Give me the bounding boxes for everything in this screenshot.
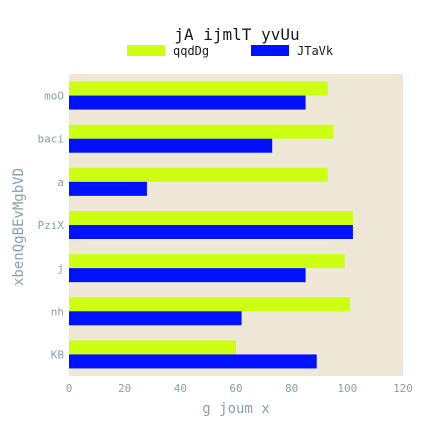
bar-JTaVk-moO — [69, 95, 306, 110]
x-tick-label: 20 — [118, 382, 131, 395]
x-tick-label: 60 — [229, 382, 242, 395]
y-tick-label: KB — [51, 348, 65, 361]
bar-JTaVk-PziX — [69, 225, 353, 239]
bar-qqdDg-KB — [69, 340, 236, 355]
bar-JTaVk-nh — [69, 311, 242, 326]
legend-swatch-qqdDg — [127, 45, 165, 56]
bar-JTaVk-baci — [69, 138, 273, 153]
bar-JTaVk-a — [69, 181, 147, 196]
y-tick-label: baci — [38, 133, 65, 146]
legend-label-JTaVk: JTaVk — [297, 44, 334, 58]
x-tick-label: 40 — [174, 382, 187, 395]
y-tick-label: j — [57, 262, 64, 275]
legend-swatch-JTaVk — [251, 45, 289, 56]
bar-qqdDg-a — [69, 167, 328, 182]
legend: qqdDg JTaVk — [127, 44, 334, 58]
bars-group — [69, 81, 353, 369]
x-tick-label: 80 — [285, 382, 298, 395]
y-axis-label: xbenQgBEvMgbVD — [11, 168, 27, 286]
bar-JTaVk-KB — [69, 354, 317, 369]
x-tick-labels: 0 20 40 60 80 100 120 — [66, 382, 413, 395]
y-tick-label: moO — [44, 90, 64, 103]
bar-JTaVk-j — [69, 268, 306, 283]
x-tick-label: 100 — [337, 382, 357, 395]
y-tick-label: a — [57, 176, 64, 189]
bar-qqdDg-j — [69, 254, 345, 269]
x-tick-label: 0 — [66, 382, 73, 395]
bar-qqdDg-PziX — [69, 211, 353, 225]
bar-qqdDg-baci — [69, 124, 334, 139]
y-tick-label: PziX — [38, 219, 65, 232]
chart-title: jA ijmlT yvUu — [174, 25, 299, 44]
x-tick-label: 120 — [393, 382, 413, 395]
y-tick-label: nh — [51, 305, 64, 318]
y-tick-labels: moO baci a PziX j nh KB — [38, 90, 65, 362]
bar-qqdDg-moO — [69, 81, 328, 96]
x-axis-label: g joum x — [202, 401, 269, 417]
legend-label-qqdDg: qqdDg — [173, 44, 209, 58]
bar-qqdDg-nh — [69, 297, 351, 312]
